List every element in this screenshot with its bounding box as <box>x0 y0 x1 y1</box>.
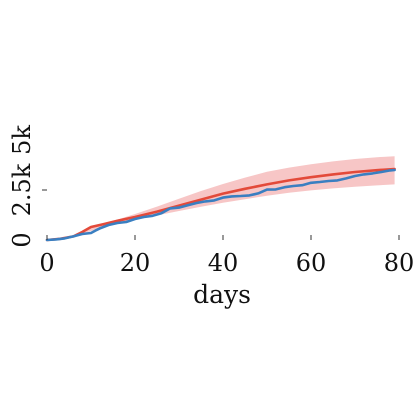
x-tick-label: 40 <box>208 249 239 277</box>
series-layer <box>45 167 396 242</box>
y-tick-label: 5k <box>8 125 36 155</box>
x-tick-label: 80 <box>384 249 415 277</box>
series-line-1 <box>45 167 396 242</box>
x-tick-label: 60 <box>296 249 327 277</box>
axis-layer: 0 20 40 60 80 0 2.5k 5k <box>8 125 414 277</box>
x-tick-label: 20 <box>120 249 151 277</box>
x-axis-label: days <box>193 280 251 309</box>
series-line-2 <box>45 168 396 242</box>
x-tick-label: 0 <box>39 249 54 277</box>
y-tick-label: 0 <box>8 232 36 247</box>
y-tick-label: 2.5k <box>8 163 36 216</box>
